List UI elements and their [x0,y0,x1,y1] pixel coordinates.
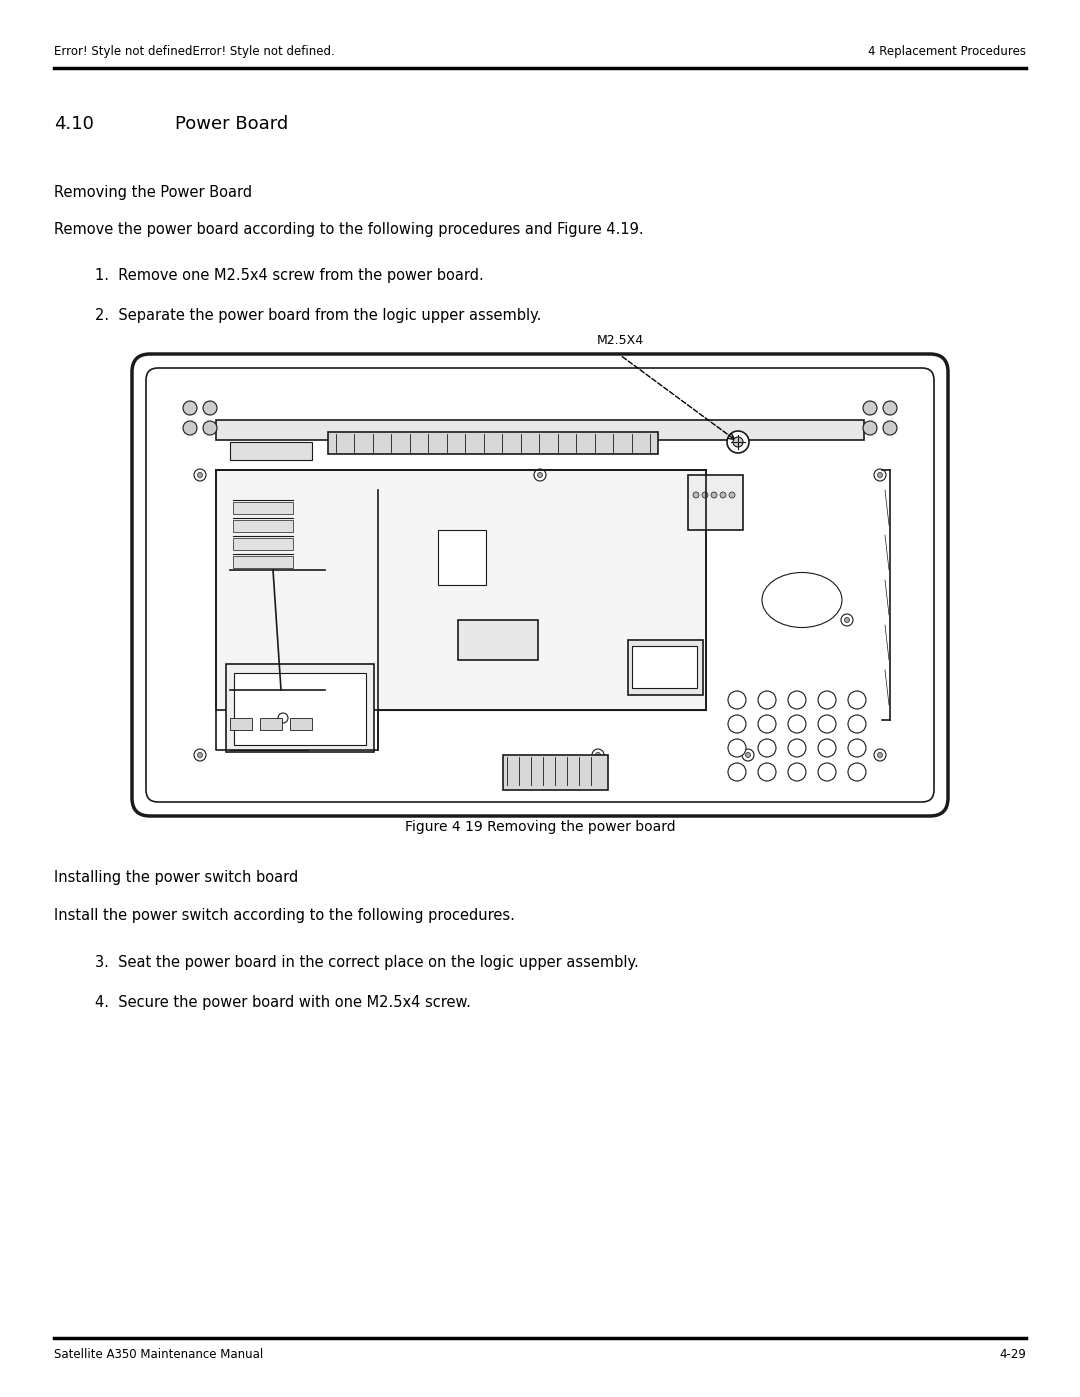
Circle shape [728,763,746,781]
Circle shape [745,753,751,757]
Bar [438,529,486,585]
Circle shape [818,739,836,757]
Bar [458,620,538,659]
Text: 3.  Seat the power board in the correct place on the logic upper assembly.: 3. Seat the power board in the correct p… [95,956,638,970]
Circle shape [758,715,777,733]
Bar [688,475,743,529]
Circle shape [788,715,806,733]
Circle shape [742,749,754,761]
Circle shape [534,469,546,481]
Circle shape [863,420,877,434]
Text: Installing the power switch board: Installing the power switch board [54,870,298,886]
Circle shape [848,763,866,781]
Circle shape [595,753,600,757]
Circle shape [877,472,882,478]
Bar [291,718,312,731]
Text: Satellite A350 Maintenance Manual: Satellite A350 Maintenance Manual [54,1348,264,1362]
Circle shape [788,692,806,710]
FancyBboxPatch shape [132,353,948,816]
Bar [234,673,366,745]
Circle shape [278,712,288,724]
Text: 1.  Remove one M2.5x4 screw from the power board.: 1. Remove one M2.5x4 screw from the powe… [95,268,484,284]
Text: Removing the Power Board: Removing the Power Board [54,184,252,200]
Circle shape [194,749,206,761]
Circle shape [845,617,850,623]
Circle shape [203,401,217,415]
Text: 4.  Secure the power board with one M2.5x4 screw.: 4. Secure the power board with one M2.5x… [95,995,471,1010]
Circle shape [758,692,777,710]
Circle shape [711,492,717,497]
Circle shape [841,615,853,626]
Bar [503,754,608,789]
Bar [632,645,697,687]
Circle shape [788,739,806,757]
Circle shape [592,749,604,761]
Circle shape [728,692,746,710]
Ellipse shape [762,573,842,627]
Circle shape [848,739,866,757]
Text: Install the power switch according to the following procedures.: Install the power switch according to th… [54,908,515,923]
Circle shape [883,401,897,415]
Circle shape [874,469,886,481]
Text: Error! Style not definedError! Style not defined.: Error! Style not definedError! Style not… [54,46,335,59]
Circle shape [194,469,206,481]
Circle shape [702,492,708,497]
Circle shape [883,420,897,434]
Circle shape [693,492,699,497]
Text: 4-29: 4-29 [999,1348,1026,1362]
Text: Power Board: Power Board [175,115,288,133]
Text: 2.  Separate the power board from the logic upper assembly.: 2. Separate the power board from the log… [95,307,541,323]
Bar [230,718,252,731]
Bar [233,520,293,532]
Circle shape [203,420,217,434]
Bar [260,718,282,731]
Circle shape [758,739,777,757]
Bar [216,469,706,710]
Text: 4 Replacement Procedures: 4 Replacement Procedures [868,46,1026,59]
Circle shape [183,420,197,434]
Circle shape [727,432,750,453]
Circle shape [874,749,886,761]
Circle shape [729,492,735,497]
Text: 4.10: 4.10 [54,115,94,133]
Bar [233,556,293,569]
Circle shape [877,753,882,757]
Bar [328,432,658,454]
Text: Figure 4 19 Removing the power board: Figure 4 19 Removing the power board [405,820,675,834]
Circle shape [818,715,836,733]
Bar [627,640,703,694]
Circle shape [848,692,866,710]
Circle shape [728,739,746,757]
Text: Remove the power board according to the following procedures and Figure 4.19.: Remove the power board according to the … [54,222,644,237]
Bar [233,502,293,514]
Bar [226,664,374,752]
Circle shape [818,692,836,710]
Circle shape [788,763,806,781]
Circle shape [758,763,777,781]
Circle shape [848,715,866,733]
Circle shape [733,437,743,447]
Circle shape [818,763,836,781]
Circle shape [538,472,542,478]
Bar [233,538,293,550]
Bar [230,441,312,460]
Circle shape [183,401,197,415]
Bar [216,420,864,440]
Circle shape [198,472,203,478]
Text: M2.5X4: M2.5X4 [596,334,644,346]
Circle shape [863,401,877,415]
Circle shape [198,753,203,757]
Circle shape [720,492,726,497]
Circle shape [728,715,746,733]
